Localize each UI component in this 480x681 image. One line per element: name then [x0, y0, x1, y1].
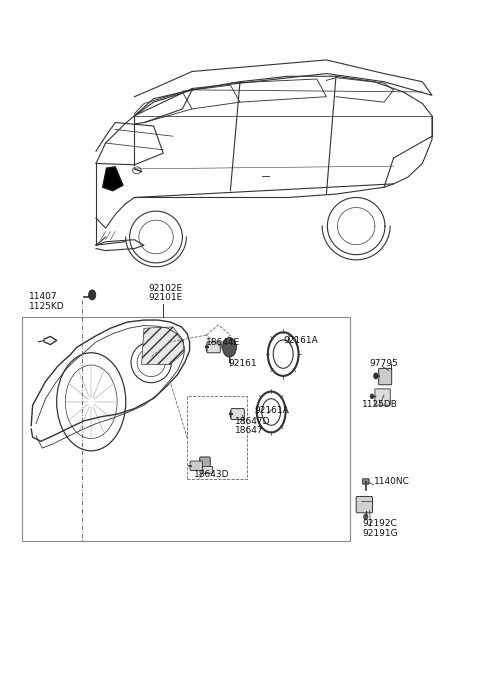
Text: 18643D: 18643D: [194, 471, 230, 479]
Text: 1140NC: 1140NC: [374, 477, 410, 486]
Polygon shape: [142, 327, 183, 364]
Text: 92102E: 92102E: [149, 284, 183, 293]
FancyBboxPatch shape: [231, 409, 244, 419]
Circle shape: [374, 373, 378, 379]
Text: 11407: 11407: [29, 292, 58, 301]
FancyBboxPatch shape: [379, 368, 392, 385]
Bar: [22, 317, 350, 541]
Text: 92161: 92161: [228, 359, 257, 368]
Circle shape: [223, 338, 236, 357]
Bar: [187, 396, 247, 479]
Text: 92192C: 92192C: [362, 520, 397, 528]
FancyBboxPatch shape: [207, 342, 220, 353]
Text: 1125DB: 1125DB: [362, 400, 398, 409]
Circle shape: [89, 290, 96, 300]
FancyBboxPatch shape: [200, 457, 210, 469]
Circle shape: [371, 394, 373, 398]
FancyBboxPatch shape: [190, 461, 203, 471]
FancyBboxPatch shape: [375, 389, 390, 405]
Text: 92191G: 92191G: [362, 529, 398, 538]
Text: 92161A: 92161A: [254, 407, 289, 415]
Text: 18644E: 18644E: [206, 338, 240, 347]
Polygon shape: [103, 167, 123, 191]
Circle shape: [364, 514, 368, 520]
Text: 92101E: 92101E: [149, 294, 183, 302]
Text: 18647D: 18647D: [235, 417, 271, 426]
FancyBboxPatch shape: [362, 479, 369, 484]
Text: 1125KD: 1125KD: [29, 302, 64, 311]
Text: 92161A: 92161A: [283, 336, 318, 345]
FancyBboxPatch shape: [356, 496, 372, 513]
Text: 97795: 97795: [370, 359, 398, 368]
Text: 18647: 18647: [235, 426, 264, 435]
FancyBboxPatch shape: [202, 466, 213, 473]
